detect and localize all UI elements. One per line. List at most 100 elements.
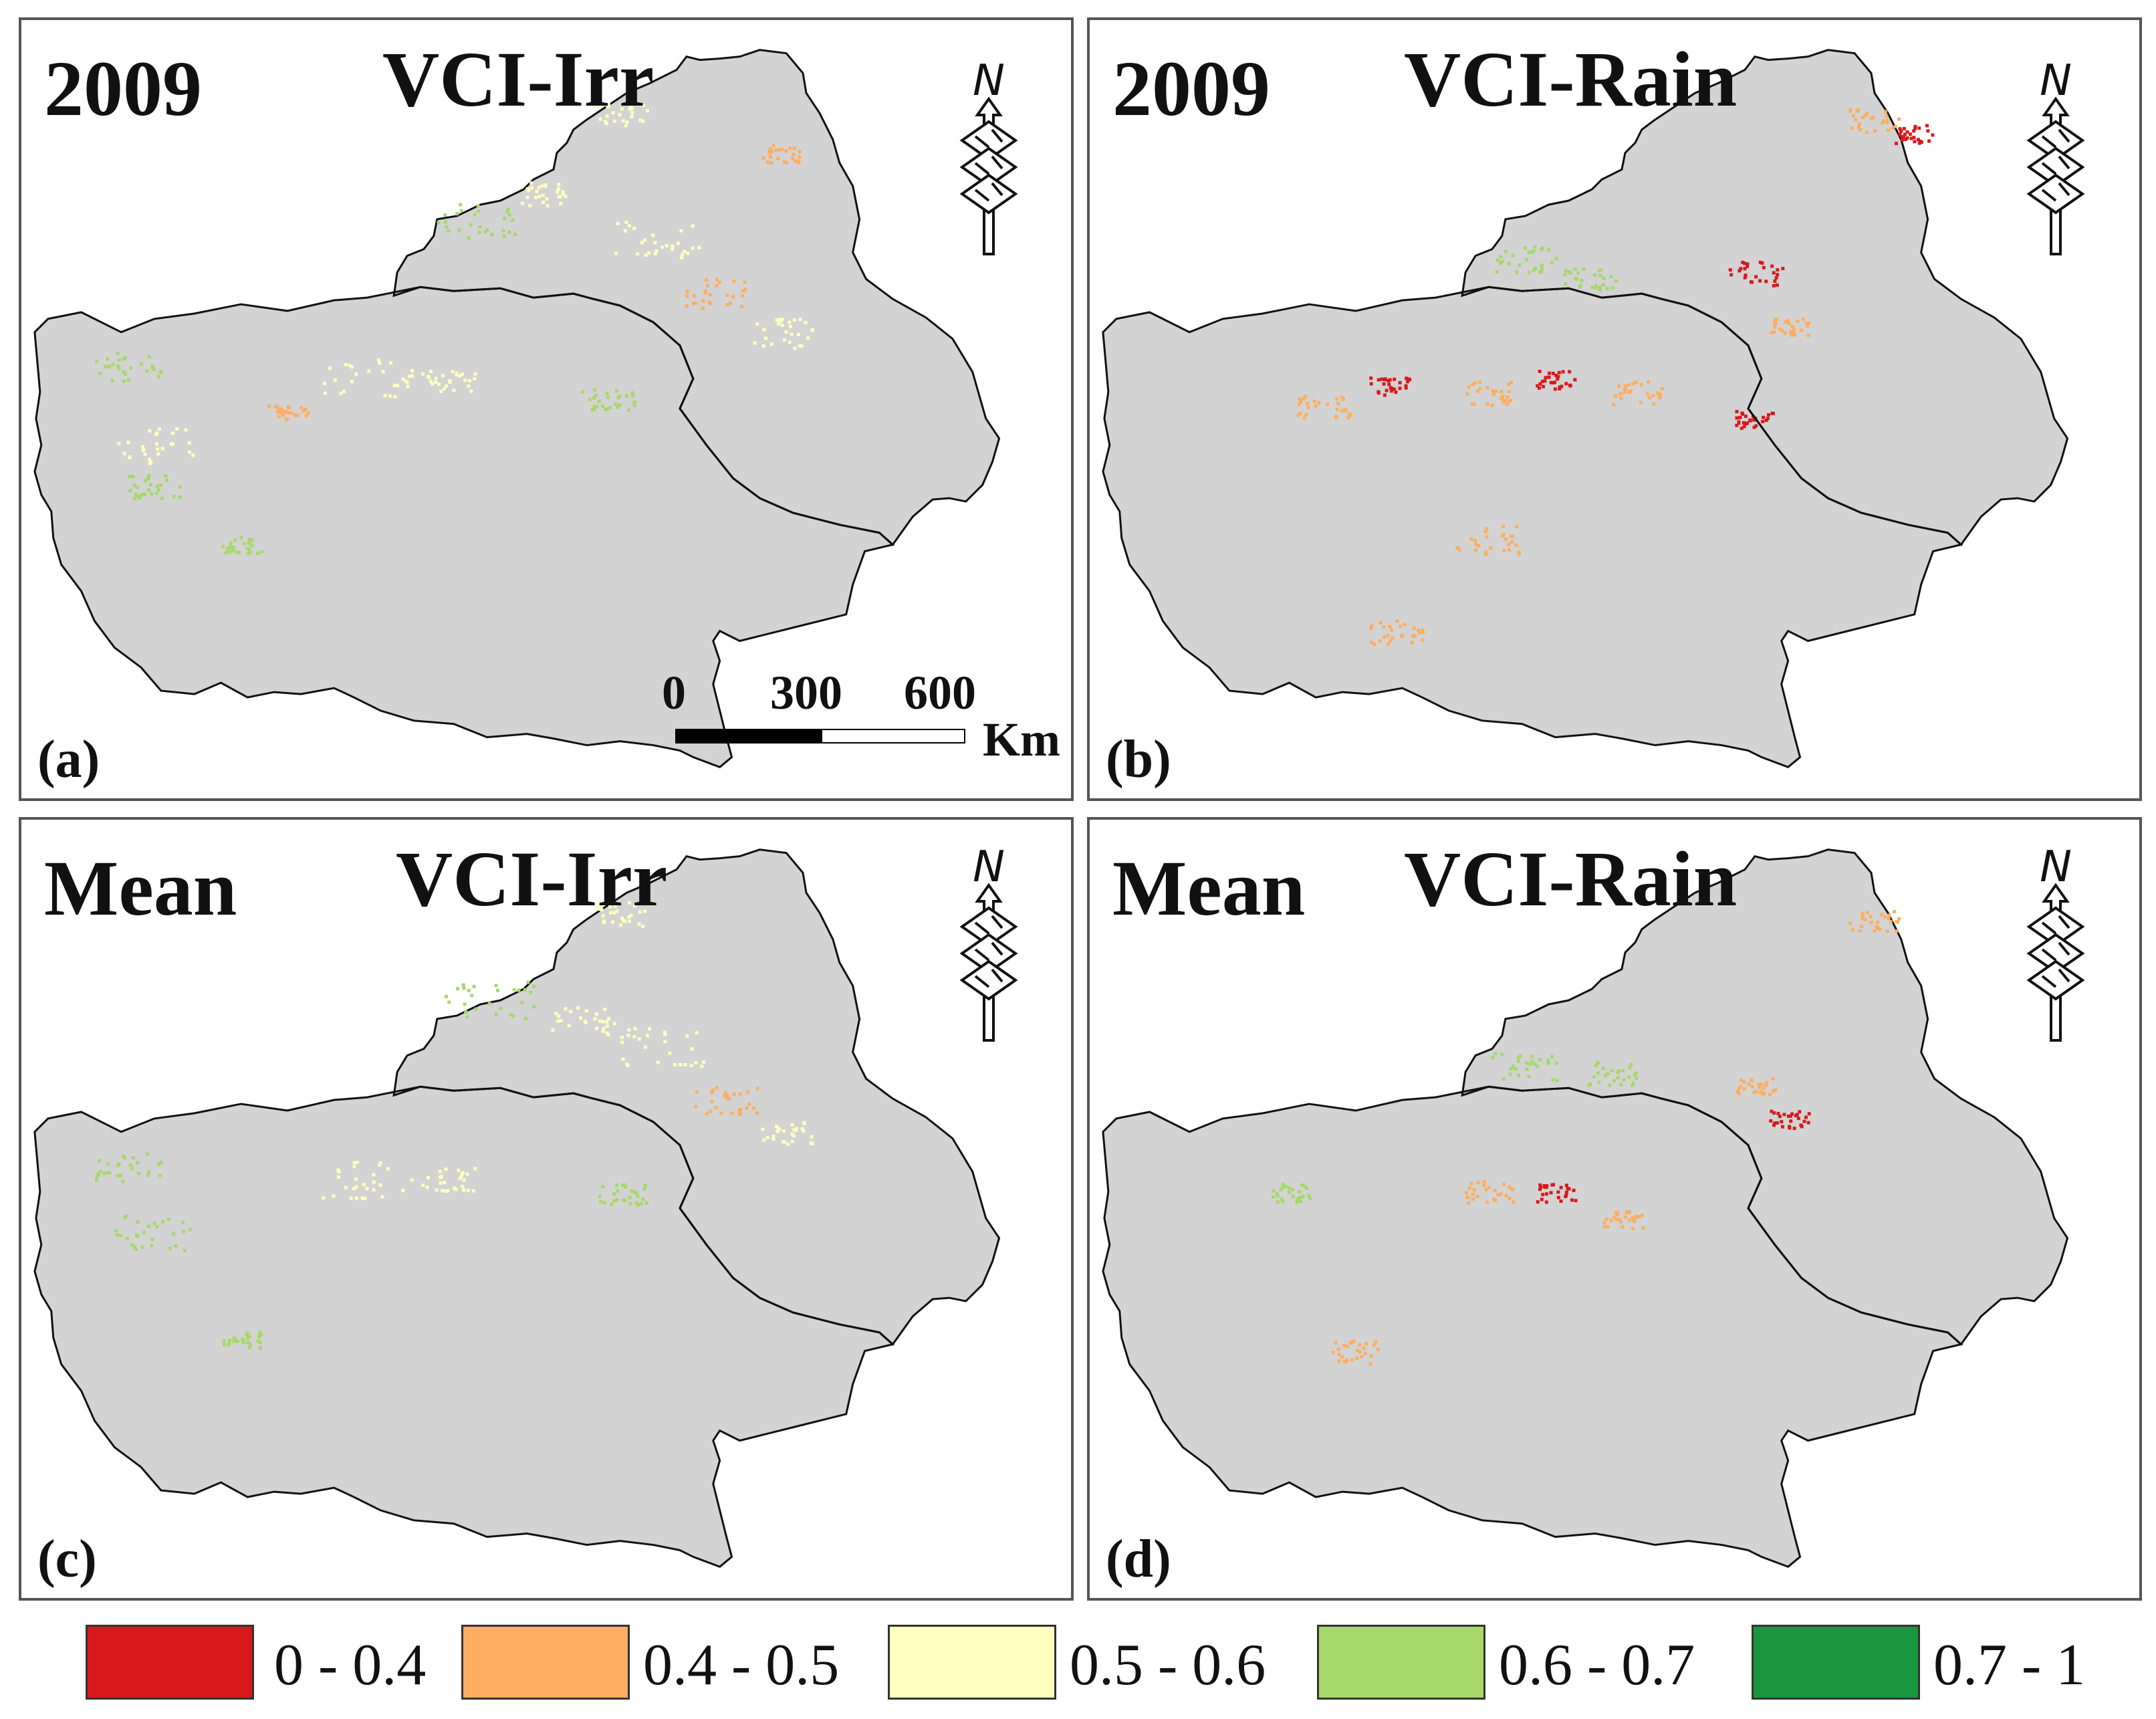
vci-pixel [477,231,481,235]
vci-pixel [620,1040,624,1044]
vci-pixel [798,154,802,158]
vci-pixel [627,224,631,228]
vci-pixel [1489,546,1493,550]
vci-pixel [156,1162,160,1166]
vci-pixel [470,994,474,998]
vci-pixel [640,241,644,245]
vci-pixel [1501,394,1505,398]
vci-pixel [1475,1195,1479,1199]
vci-pixel [1347,412,1351,416]
vci-pixel [512,988,516,992]
vci-pixel [1883,110,1887,114]
vci-pixel [1546,1061,1550,1065]
vci-pixel [601,1185,605,1189]
vci-pixel [595,405,599,409]
vci-pixel [1902,126,1906,130]
vci-pixel [1588,1082,1592,1086]
vci-pixel [378,361,382,365]
vci-pixel [222,1339,226,1343]
vci-pixel [149,461,153,465]
vci-pixel [614,251,618,255]
vci-pixel [1272,1189,1276,1193]
vci-pixel [344,362,348,366]
vci-pixel [1747,1082,1751,1086]
vci-pixel [604,121,608,125]
vci-pixel [129,366,133,370]
vci-pixel [1627,390,1631,394]
vci-pixel [1485,386,1489,390]
vci-pixel [1917,126,1921,130]
vci-pixel [610,1202,614,1206]
vci-pixel [1760,1082,1764,1086]
vci-pixel [1509,1067,1513,1071]
vci-pixel [1516,1056,1520,1060]
vci-pixel [1524,1061,1528,1065]
vci-pixel [1873,929,1877,933]
vci-pixel [372,1180,376,1184]
vci-pixel [1416,628,1420,633]
vci-pixel [1558,387,1562,390]
vci-pixel [608,406,612,410]
vci-pixel [457,1168,461,1172]
vci-pixel [1767,413,1771,417]
map-panel-b: 2009 VCI-Rain (b) N [1087,17,2142,801]
vci-pixel [607,1016,611,1020]
vci-pixel [645,1034,649,1038]
vci-pixel [348,363,352,367]
vci-pixel [350,380,354,384]
vci-pixel [1743,267,1747,271]
vci-pixel [1889,919,1893,923]
vci-pixel [656,1060,660,1064]
vci-pixel [705,1112,709,1116]
vci-pixel [246,1341,250,1345]
vci-pixel [1660,386,1664,390]
vci-pixel [725,303,729,307]
vci-pixel [633,904,637,908]
vci-pixel [1506,395,1510,399]
vci-pixel [442,387,446,391]
vci-pixel [1291,1187,1295,1191]
vci-pixel [156,452,160,456]
vci-pixel [727,1097,731,1101]
vci-pixel [1757,1084,1761,1088]
vci-pixel [459,209,463,213]
panel-year: 2009 [44,45,202,132]
vci-pixel [597,907,601,911]
vci-pixel [1764,419,1768,423]
vci-pixel [443,213,447,217]
vci-pixel [615,909,619,913]
vci-pixel [1861,116,1865,120]
vci-pixel [155,447,159,451]
vci-pixel [466,1188,470,1192]
vci-pixel [1554,373,1558,377]
vci-pixel [1511,253,1515,257]
vci-pixel [1568,271,1572,275]
vci-pixel [784,160,788,164]
vci-pixel [1776,273,1780,277]
vci-pixel [454,1187,458,1191]
vci-pixel [108,1171,112,1175]
vci-pixel [1916,138,1920,142]
vci-pixel [134,1248,138,1252]
vci-pixel [148,483,152,487]
vci-pixel [1857,122,1861,126]
vci-pixel [103,364,107,368]
vci-pixel [622,919,626,923]
vci-pixel [556,187,560,191]
vci-pixel [1627,382,1631,386]
vci-pixel [471,1189,475,1193]
vci-pixel [1746,421,1750,425]
vci-pixel [378,1183,382,1187]
vci-pixel [1474,542,1478,546]
vci-pixel [1802,1119,1806,1123]
vci-pixel [126,441,130,445]
vci-pixel [1504,1193,1508,1197]
vci-pixel [224,551,228,555]
region-map [1102,49,2069,769]
vci-pixel [1764,1083,1768,1087]
vci-pixel [1601,1066,1605,1070]
vci-pixel [1597,1080,1601,1084]
vci-pixel [1744,273,1748,277]
vci-pixel [1752,425,1756,429]
vci-pixel [246,1337,250,1341]
